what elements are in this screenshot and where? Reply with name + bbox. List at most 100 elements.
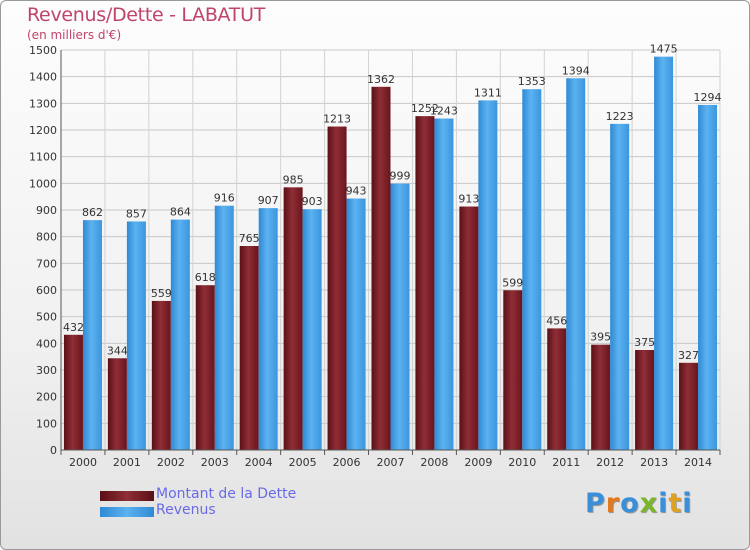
data-label-revenue: 1353 xyxy=(518,75,546,88)
bar-debt xyxy=(591,344,611,450)
data-label-debt: 327 xyxy=(678,349,699,362)
bar-debt xyxy=(327,126,347,451)
y-tick-label: 1000 xyxy=(29,177,57,190)
y-tick-label: 1300 xyxy=(29,97,57,110)
x-tick-label: 2013 xyxy=(640,456,668,469)
data-label-debt: 395 xyxy=(590,331,611,344)
x-tick-label: 2001 xyxy=(113,456,141,469)
logo-letter: x xyxy=(639,488,659,519)
bar-debt xyxy=(503,290,523,450)
legend-swatch-debt xyxy=(100,491,154,501)
logo-letter: i xyxy=(658,488,669,519)
bar-revenue xyxy=(522,89,542,450)
bar-revenue xyxy=(302,209,322,450)
data-label-revenue: 903 xyxy=(302,195,323,208)
bar-revenue xyxy=(434,118,454,451)
x-tick-label: 2009 xyxy=(464,456,492,469)
data-label-debt: 1213 xyxy=(323,113,351,126)
data-label-debt: 618 xyxy=(195,271,216,284)
data-label-revenue: 1294 xyxy=(694,91,722,104)
bar-revenue xyxy=(126,221,146,450)
x-tick-label: 2007 xyxy=(377,456,405,469)
y-tick-label: 200 xyxy=(36,391,57,404)
y-tick-label: 300 xyxy=(36,364,57,377)
x-tick-label: 2000 xyxy=(69,456,97,469)
bar-revenue xyxy=(566,78,586,451)
y-tick-label: 1200 xyxy=(29,124,57,137)
x-tick-label: 2012 xyxy=(596,456,624,469)
bar-debt xyxy=(195,285,215,450)
data-label-revenue: 916 xyxy=(214,192,235,205)
y-tick-label: 900 xyxy=(36,204,57,217)
chart-subtitle: (en milliers d'€) xyxy=(27,28,122,42)
x-tick-label: 2010 xyxy=(508,456,536,469)
bar-revenue xyxy=(170,219,190,450)
data-label-revenue: 857 xyxy=(126,207,147,220)
y-tick-label: 700 xyxy=(36,257,57,270)
legend-label-revenue: Revenus xyxy=(156,502,216,518)
data-label-revenue: 999 xyxy=(390,170,411,183)
legend-swatch-revenue xyxy=(100,507,154,517)
data-label-debt: 456 xyxy=(546,314,567,327)
x-tick-label: 2005 xyxy=(289,456,317,469)
y-tick-label: 1100 xyxy=(29,151,57,164)
bar-debt xyxy=(63,334,83,450)
bar-revenue xyxy=(654,56,674,451)
y-tick-label: 1400 xyxy=(29,71,57,84)
data-label-revenue: 1243 xyxy=(430,105,458,118)
logo-letter: r xyxy=(605,488,621,519)
bar-revenue xyxy=(346,198,366,450)
y-tick-label: 500 xyxy=(36,311,57,324)
bar-revenue xyxy=(258,208,278,450)
bar-revenue xyxy=(610,123,630,450)
data-label-debt: 913 xyxy=(458,193,479,206)
data-label-debt: 599 xyxy=(502,276,523,289)
data-label-revenue: 1311 xyxy=(474,86,502,99)
x-tick-label: 2011 xyxy=(552,456,580,469)
data-label-revenue: 907 xyxy=(258,194,279,207)
data-label-revenue: 1223 xyxy=(606,110,634,123)
x-tick-label: 2014 xyxy=(684,456,712,469)
bar-debt xyxy=(151,300,171,450)
logo-letter: P xyxy=(585,488,606,519)
bar-debt xyxy=(239,246,259,450)
bar-debt xyxy=(107,358,127,450)
y-tick-label: 100 xyxy=(36,417,57,430)
bar-revenue xyxy=(82,220,102,450)
bar-debt xyxy=(459,206,479,450)
data-label-revenue: 862 xyxy=(82,206,103,219)
proxiti-logo: Proxiti xyxy=(585,488,693,519)
y-tick-label: 400 xyxy=(36,337,57,350)
logo-letter: i xyxy=(682,488,693,519)
data-label-revenue: 864 xyxy=(170,206,191,219)
data-label-debt: 765 xyxy=(239,232,260,245)
data-label-debt: 559 xyxy=(151,287,172,300)
x-tick-label: 2006 xyxy=(333,456,361,469)
data-label-debt: 985 xyxy=(283,173,304,186)
bar-debt xyxy=(547,328,567,450)
bar-revenue xyxy=(478,100,498,451)
x-tick-label: 2008 xyxy=(420,456,448,469)
logo-letter: o xyxy=(620,488,640,519)
bar-debt xyxy=(635,350,655,450)
x-tick-label: 2003 xyxy=(201,456,229,469)
bar-revenue xyxy=(390,183,410,450)
bar-debt xyxy=(415,116,435,450)
x-tick-label: 2002 xyxy=(157,456,185,469)
data-label-debt: 1252 xyxy=(411,102,439,115)
data-label-debt: 432 xyxy=(63,321,84,334)
data-label-revenue: 1475 xyxy=(650,43,678,56)
bar-debt xyxy=(371,86,391,451)
data-label-revenue: 1394 xyxy=(562,64,590,77)
x-tick-label: 2004 xyxy=(245,456,273,469)
y-tick-label: 600 xyxy=(36,284,57,297)
bar-revenue xyxy=(214,205,234,450)
legend-label-debt: Montant de la Dette xyxy=(156,486,297,502)
chart-title: Revenus/Dette - LABATUT xyxy=(27,4,265,26)
bar-debt xyxy=(283,187,303,451)
data-label-debt: 375 xyxy=(634,336,655,349)
y-tick-label: 0 xyxy=(50,444,57,457)
bar-revenue xyxy=(698,104,718,450)
bar-debt xyxy=(679,362,699,450)
